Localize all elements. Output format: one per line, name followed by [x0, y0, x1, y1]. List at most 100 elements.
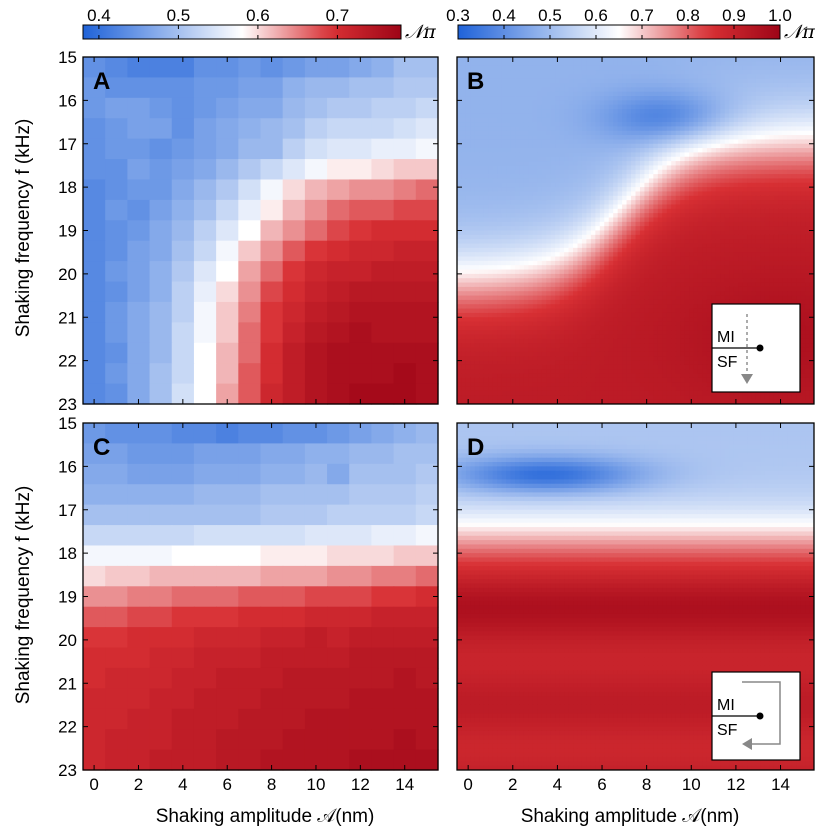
heatmap-cell	[541, 282, 547, 288]
heatmap-cell	[778, 217, 784, 223]
heatmap-cell	[720, 78, 726, 84]
heatmap-cell	[590, 126, 596, 132]
heatmap-cell	[550, 152, 556, 158]
heatmap-cell	[715, 278, 721, 284]
heatmap-cell	[537, 269, 543, 275]
heatmap-cell	[599, 243, 605, 249]
heatmap-cell	[724, 135, 730, 140]
heatmap-cell	[742, 208, 748, 214]
heatmap-cell	[515, 226, 520, 231]
heatmap-cell	[787, 70, 793, 75]
heatmap-cell	[599, 234, 605, 240]
heatmap-cell	[778, 208, 784, 214]
heatmap-cell	[604, 234, 610, 240]
heatmap-cell	[671, 148, 677, 153]
heatmap-cell	[479, 273, 485, 279]
heatmap-cell	[461, 143, 467, 149]
heatmap-cell	[755, 126, 761, 132]
heatmap-cell	[523, 78, 529, 84]
heatmap-cell	[697, 78, 703, 84]
heatmap-cell	[742, 117, 748, 123]
heatmap-cell	[617, 65, 623, 71]
heatmap-cell	[479, 126, 485, 132]
heatmap-cell	[510, 234, 516, 240]
heatmap-cell	[653, 269, 659, 275]
heatmap-cell	[782, 91, 788, 97]
heatmap-cell	[573, 265, 578, 271]
heatmap-cell	[193, 261, 217, 283]
heatmap-cell	[537, 286, 543, 292]
heatmap-cell	[599, 187, 605, 192]
heatmap-cell	[805, 174, 811, 179]
heatmap-cell	[523, 182, 529, 188]
heatmap-cell	[457, 174, 462, 179]
heatmap-cell	[555, 83, 561, 88]
heatmap-cell	[171, 363, 195, 385]
heatmap-cell	[622, 74, 628, 80]
heatmap-cell	[599, 87, 605, 93]
heatmap-cell	[483, 148, 489, 153]
heatmap-cell	[671, 57, 677, 62]
heatmap-cell	[764, 200, 770, 205]
heatmap-cell	[550, 286, 556, 292]
heatmap-cell	[470, 152, 476, 158]
heatmap-cell	[105, 159, 128, 181]
heatmap-cell	[666, 200, 672, 205]
heatmap-cell	[675, 208, 681, 214]
heatmap-cell	[568, 57, 574, 62]
heatmap-cell	[515, 135, 520, 140]
heatmap-cell	[626, 57, 632, 62]
heatmap-cell	[760, 265, 766, 271]
heatmap-cell	[755, 143, 761, 149]
heatmap-cell	[733, 83, 739, 88]
heatmap-cell	[657, 113, 663, 119]
heatmap-cell	[778, 187, 784, 192]
heatmap-cell	[510, 247, 516, 253]
heatmap-cell	[773, 191, 779, 197]
heatmap-cell	[662, 243, 668, 249]
heatmap-cell	[800, 208, 806, 214]
heatmap-cell	[755, 204, 761, 210]
heatmap-cell	[747, 187, 753, 192]
heatmap-cell	[764, 226, 770, 231]
heatmap-cell	[680, 269, 686, 275]
heatmap-cell	[559, 247, 565, 253]
heatmap-cell	[546, 221, 552, 227]
heatmap-cell	[755, 135, 761, 140]
heatmap-cell	[635, 273, 641, 279]
heatmap-cell	[648, 61, 654, 67]
heatmap-cell	[282, 138, 306, 160]
heatmap-cell	[702, 122, 708, 127]
heatmap-cell	[729, 130, 735, 136]
heatmap-cell	[720, 178, 726, 184]
heatmap-cell	[675, 65, 681, 71]
heatmap-cell	[474, 126, 480, 132]
heatmap-cell	[787, 265, 793, 271]
heatmap-cell	[724, 65, 730, 71]
heatmap-cell	[541, 104, 547, 110]
heatmap-cell	[791, 169, 797, 175]
heatmap-cell	[479, 169, 485, 175]
heatmap-cell	[483, 247, 489, 253]
heatmap-cell	[715, 143, 721, 149]
heatmap-cell	[769, 230, 775, 236]
heatmap-cell	[528, 139, 534, 145]
heatmap-cell	[675, 104, 681, 110]
heatmap-cell	[751, 273, 757, 279]
heatmap-cell	[564, 273, 570, 279]
heatmap-cell	[586, 74, 592, 80]
heatmap-cell	[675, 221, 681, 227]
heatmap-cell	[461, 243, 467, 249]
heatmap-cell	[791, 278, 797, 284]
heatmap-cell	[564, 252, 570, 258]
heatmap-cell	[470, 139, 476, 145]
heatmap-cell	[791, 247, 797, 253]
heatmap-cell	[800, 178, 806, 184]
heatmap-cell	[675, 148, 681, 153]
heatmap-cell	[796, 61, 802, 67]
heatmap-cell	[564, 135, 570, 140]
heatmap-cell	[764, 70, 770, 75]
heatmap-cell	[800, 191, 806, 197]
heatmap-cell	[497, 113, 503, 119]
heatmap-cell	[304, 118, 328, 140]
